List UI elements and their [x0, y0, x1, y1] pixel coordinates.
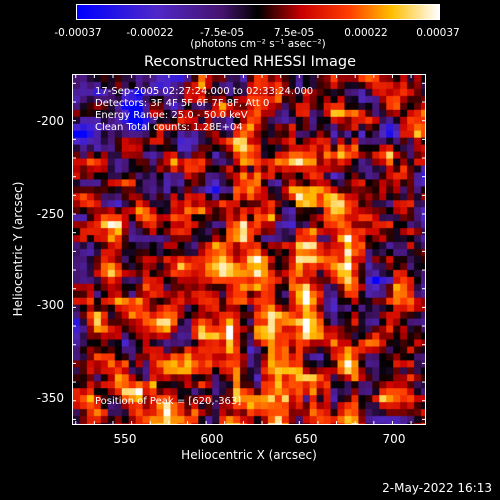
- date-stamp: 2-May-2022 16:13: [382, 481, 492, 495]
- colorbar-tick-label: 0.00037: [416, 27, 460, 39]
- y-tick-label: -200: [36, 114, 64, 128]
- y-tick-label: -250: [36, 207, 64, 221]
- annotation-detectors: Detectors: 3F 4F 5F 6F 7F 8F, Att 0: [95, 98, 270, 109]
- annotation-peak-position: Position of Peak = [620,-363]: [95, 396, 242, 407]
- colorbar-units-label: (photons cm⁻² s⁻¹ asec⁻²): [190, 38, 326, 50]
- x-tick-label: 600: [200, 432, 224, 446]
- y-axis-label: Heliocentric Y (arcsec): [11, 181, 25, 317]
- y-tick-label: -300: [36, 298, 64, 312]
- image-plot-area: [72, 74, 426, 425]
- annotation-total-counts: Clean Total counts: 1.28E+04: [95, 122, 243, 133]
- annotation-time-range: 17-Sep-2005 02:27:24.000 to 02:33:24.000: [95, 86, 314, 97]
- x-axis-label: Heliocentric X (arcsec): [181, 448, 317, 462]
- y-tick-label: -350: [36, 391, 64, 405]
- annotation-energy-range: Energy Range: 25.0 - 50.0 keV: [95, 110, 248, 121]
- colorbar-tick-label: 7.5e-05: [273, 27, 315, 39]
- x-tick-label: 550: [113, 432, 137, 446]
- colorbar-tick-label: -0.00022: [126, 27, 174, 39]
- heatmap-image: [73, 75, 425, 424]
- x-tick-label: 650: [294, 432, 318, 446]
- colorbar-tick-label: -7.5e-05: [199, 27, 245, 39]
- colorbar: [76, 4, 440, 20]
- colorbar-tick-label: 0.00022: [344, 27, 388, 39]
- chart-title: Reconstructed RHESSI Image: [143, 54, 357, 70]
- x-tick-label: 700: [382, 432, 406, 446]
- colorbar-tick-label: -0.00037: [54, 27, 102, 39]
